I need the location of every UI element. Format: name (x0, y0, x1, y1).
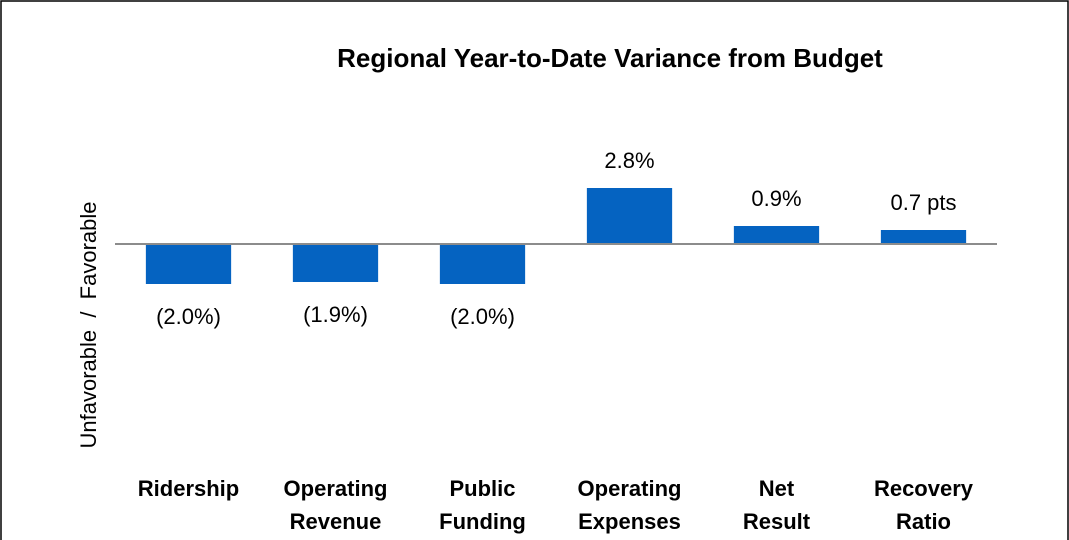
x-tick-label: Recovery Ratio (874, 476, 974, 534)
bar (880, 230, 967, 244)
value-label: (2.0%) (450, 304, 515, 329)
x-tick-label: Net Result (743, 476, 811, 534)
x-tick-label: Operating Expenses (578, 476, 682, 534)
value-label: 0.7 pts (890, 190, 956, 215)
bar (586, 188, 673, 244)
chart-title: Regional Year-to-Date Variance from Budg… (337, 43, 883, 73)
y-axis-label: Unfavorable / Favorable (76, 201, 101, 448)
x-tick-label: Public Funding (439, 476, 526, 534)
value-label: 2.8% (604, 148, 654, 173)
value-label: 0.9% (751, 186, 801, 211)
bar (145, 244, 232, 284)
value-label: (2.0%) (156, 304, 221, 329)
bar (439, 244, 526, 284)
bar (733, 226, 820, 244)
x-tick-label: Ridership (138, 476, 239, 501)
x-tick-label: Operating Revenue (284, 476, 388, 534)
bar (292, 244, 379, 282)
value-label: (1.9%) (303, 302, 368, 327)
